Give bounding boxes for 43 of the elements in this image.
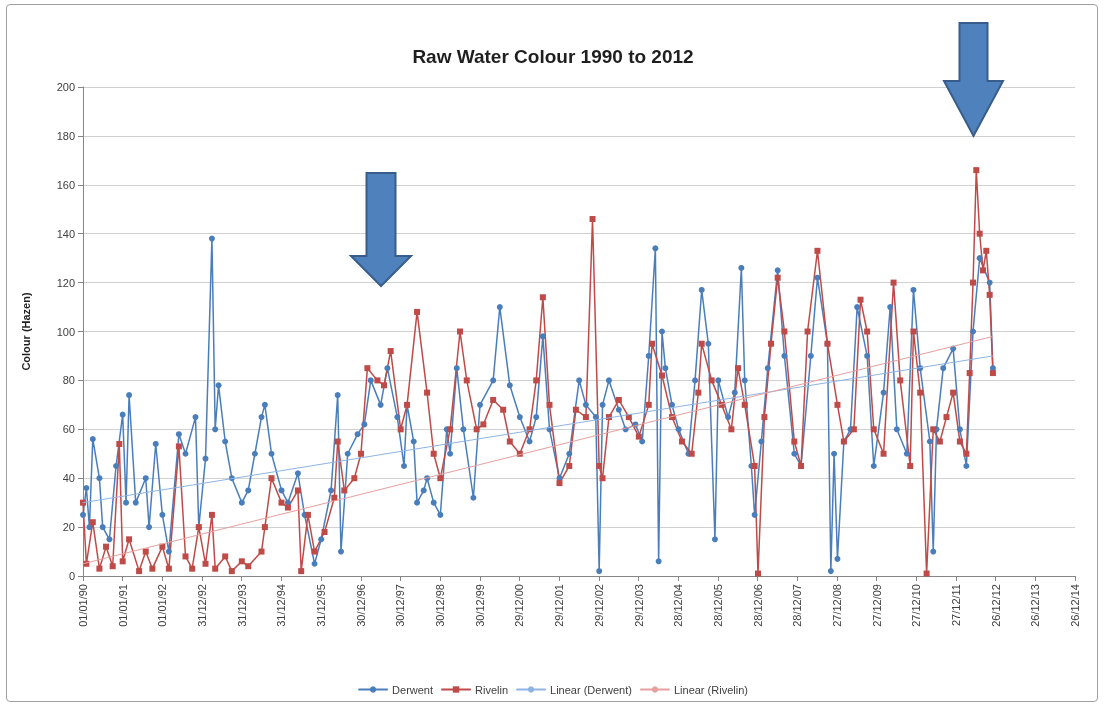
y-tick-label: 80 bbox=[62, 374, 75, 387]
x-tick-label: 01/01/91 bbox=[116, 584, 129, 627]
x-tick-label: 31/12/93 bbox=[235, 584, 248, 627]
x-tick-label: 27/12/09 bbox=[870, 584, 883, 627]
x-tick-label: 30/12/99 bbox=[473, 584, 486, 627]
x-tick-label: 29/12/00 bbox=[513, 584, 526, 627]
x-tick-label: 30/12/97 bbox=[394, 584, 407, 627]
x-tick-label: 28/12/06 bbox=[751, 584, 764, 627]
x-tick-label: 26/12/12 bbox=[989, 584, 1002, 627]
y-tick-label: 40 bbox=[62, 472, 75, 485]
y-tick-label: 0 bbox=[68, 570, 75, 582]
x-tick-label: 31/12/95 bbox=[315, 584, 328, 627]
x-tick-label: 26/12/14 bbox=[1069, 584, 1081, 627]
x-tick-label: 01/01/90 bbox=[77, 584, 89, 627]
y-tick-label: 120 bbox=[56, 276, 75, 289]
y-tick-label: 200 bbox=[56, 81, 75, 93]
legend-label: Linear (Rivelin) bbox=[673, 683, 748, 696]
x-tick-label: 28/12/07 bbox=[791, 584, 804, 627]
y-tick-label: 160 bbox=[56, 178, 75, 191]
x-tick-label: 29/12/03 bbox=[632, 584, 645, 627]
y-tick-label: 100 bbox=[56, 325, 75, 338]
legend-label: Rivelin bbox=[475, 683, 509, 696]
y-tick-label: 60 bbox=[62, 423, 75, 436]
x-tick-label: 29/12/02 bbox=[592, 584, 605, 627]
x-tick-label: 01/01/92 bbox=[156, 584, 169, 627]
chart-title: Raw Water Colour 1990 to 2012 bbox=[412, 46, 694, 67]
x-tick-label: 29/12/01 bbox=[553, 584, 566, 627]
x-tick-label: 31/12/94 bbox=[275, 584, 288, 627]
x-tick-label: 30/12/96 bbox=[354, 584, 367, 627]
x-tick-label: 28/12/05 bbox=[711, 584, 724, 627]
x-tick-label: 27/12/11 bbox=[949, 584, 962, 627]
x-tick-label: 31/12/92 bbox=[196, 584, 209, 627]
x-tick-label: 30/12/98 bbox=[434, 584, 447, 627]
legend-label: Linear (Derwent) bbox=[550, 683, 632, 696]
x-tick-label: 26/12/13 bbox=[1029, 584, 1042, 627]
y-tick-label: 140 bbox=[56, 227, 75, 240]
x-tick-label: 27/12/10 bbox=[910, 584, 923, 627]
y-tick-label: 20 bbox=[62, 521, 75, 534]
y-tick-label: 180 bbox=[56, 129, 75, 142]
x-tick-label: 28/12/04 bbox=[672, 584, 685, 627]
y-axis-title: Colour (Hazen) bbox=[19, 292, 32, 371]
legend-label: Derwent bbox=[392, 683, 434, 696]
x-tick-label: 27/12/08 bbox=[830, 584, 843, 627]
